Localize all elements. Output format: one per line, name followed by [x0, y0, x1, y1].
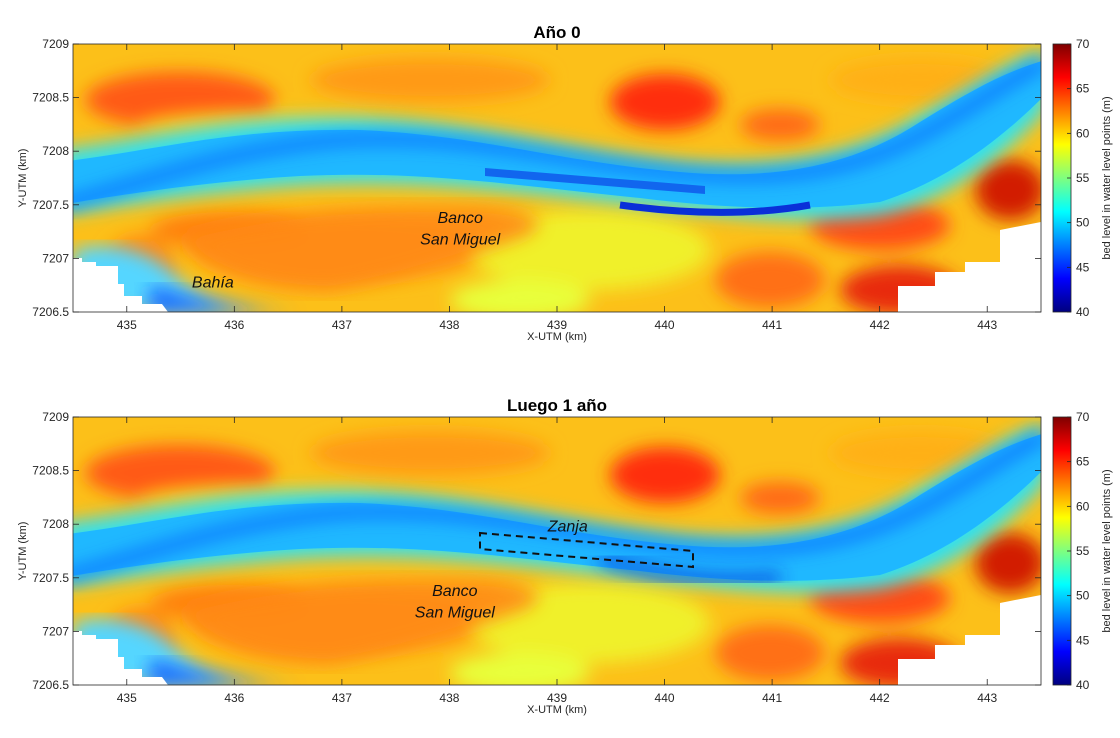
x-tick-label: 443 [977, 691, 997, 705]
colorbar-label: bed level in water level points (m) [1101, 96, 1113, 259]
chart-panel-ano-0: Año 0 [0, 0, 1120, 360]
x-tick-label: 441 [762, 691, 782, 705]
x-tick-label: 442 [870, 691, 890, 705]
x-tick-label: 437 [332, 318, 352, 332]
x-axis-label: X-UTM (km) [527, 704, 587, 716]
chart-svg-top: Año 0 [17, 23, 1113, 343]
map-annotations: Banco San Miguel Bahía [192, 210, 501, 291]
colorbar-ticks: 40 45 50 55 60 65 70 [1067, 410, 1090, 692]
x-tick-label: 441 [762, 318, 782, 332]
annotation-label: Bahía [192, 274, 234, 291]
colorbar-tick-label: 55 [1076, 171, 1090, 185]
y-tick-label: 7207 [42, 624, 69, 638]
y-tick-label: 7207.5 [32, 571, 69, 585]
colorbar-tick-label: 65 [1076, 455, 1090, 469]
colorbar-tick-label: 70 [1076, 37, 1090, 51]
colorbar [1053, 417, 1071, 685]
x-tick-label: 440 [655, 318, 675, 332]
x-tick-label: 442 [870, 318, 890, 332]
x-tick-label: 440 [655, 691, 675, 705]
x-tick-label: 443 [977, 318, 997, 332]
colorbar-tick-label: 40 [1076, 305, 1090, 319]
bed-level-heatmap [73, 44, 1041, 312]
colorbar-tick-label: 45 [1076, 633, 1090, 647]
y-tick-label: 7206.5 [32, 305, 69, 319]
x-tick-label: 438 [439, 691, 459, 705]
y-tick-label: 7208.5 [32, 464, 69, 478]
y-tick-label: 7206.5 [32, 678, 69, 692]
x-axis-label: X-UTM (km) [527, 331, 587, 343]
y-axis-label: Y-UTM (km) [17, 522, 29, 581]
colorbar-tick-label: 55 [1076, 544, 1090, 558]
y-tick-label: 7209 [42, 37, 69, 51]
x-axis-ticks: 435 436 437 438 439 440 441 442 443 [117, 44, 998, 332]
x-axis-ticks: 435 436 437 438 439 440 441 442 443 [117, 417, 998, 705]
colorbar-tick-label: 40 [1076, 678, 1090, 692]
y-axis-label: Y-UTM (km) [17, 149, 29, 208]
x-tick-label: 439 [547, 691, 567, 705]
colorbar-tick-label: 50 [1076, 216, 1090, 230]
x-tick-label: 436 [224, 318, 244, 332]
colorbar-tick-label: 60 [1076, 126, 1090, 140]
x-tick-label: 436 [224, 691, 244, 705]
y-axis-ticks: 7206.5 7207 7207.5 7208 7208.5 7209 [32, 410, 1041, 692]
colorbar-tick-label: 65 [1076, 82, 1090, 96]
annotation-label: San Miguel [420, 231, 500, 248]
y-tick-label: 7209 [42, 410, 69, 424]
y-tick-label: 7208.5 [32, 91, 69, 105]
colorbar [1053, 44, 1071, 312]
chart-title: Luego 1 año [507, 396, 607, 415]
y-tick-label: 7207.5 [32, 198, 69, 212]
x-tick-label: 437 [332, 691, 352, 705]
colorbar-tick-label: 45 [1076, 260, 1090, 274]
annotation-label: Banco [432, 583, 477, 600]
y-axis-ticks: 7206.5 7207 7207.5 7208 7208.5 7209 [32, 37, 1041, 319]
annotation-label: San Miguel [415, 604, 495, 621]
x-tick-label: 435 [117, 318, 137, 332]
x-tick-label: 435 [117, 691, 137, 705]
y-tick-label: 7208 [42, 517, 69, 531]
y-tick-label: 7208 [42, 144, 69, 158]
map-annotations: Zanja Banco San Miguel [415, 519, 588, 622]
zanja-outline [479, 531, 694, 569]
x-tick-label: 438 [439, 318, 459, 332]
chart-title: Año 0 [533, 23, 580, 42]
annotation-label: Banco [438, 210, 483, 227]
chart-panel-luego-1-ano: Luego 1 año [0, 373, 1120, 733]
colorbar-label: bed level in water level points (m) [1101, 469, 1113, 632]
colorbar-tick-label: 70 [1076, 410, 1090, 424]
chart-svg-bottom: Luego 1 año [17, 396, 1113, 716]
bed-level-heatmap [73, 417, 1041, 685]
annotation-label: Zanja [547, 519, 588, 536]
colorbar-tick-label: 60 [1076, 499, 1090, 513]
colorbar-tick-label: 50 [1076, 589, 1090, 603]
y-tick-label: 7207 [42, 251, 69, 265]
x-tick-label: 439 [547, 318, 567, 332]
colorbar-ticks: 40 45 50 55 60 65 70 [1067, 37, 1090, 319]
